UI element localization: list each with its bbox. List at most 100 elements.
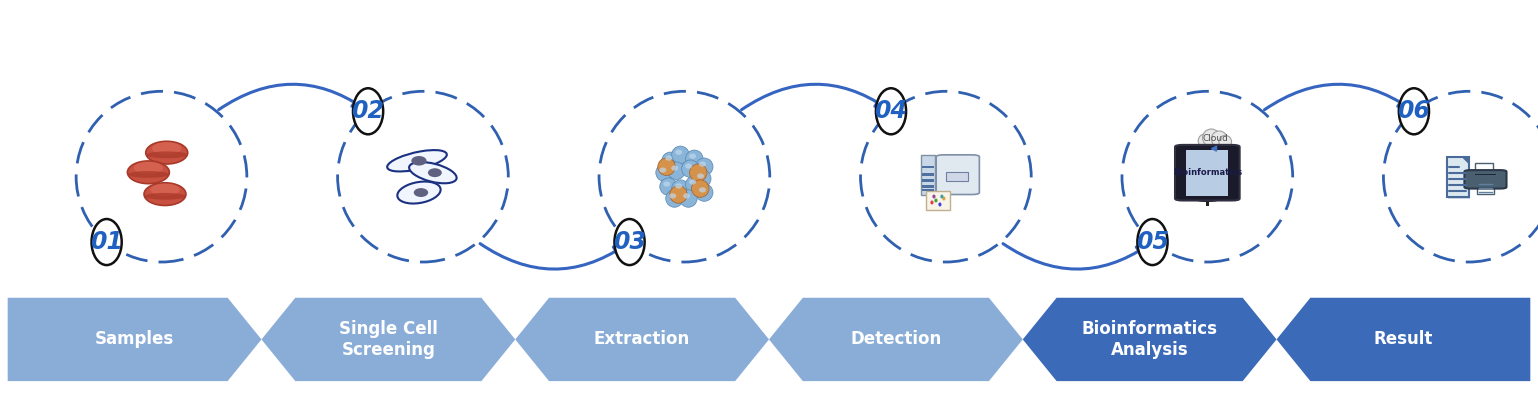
FancyBboxPatch shape — [923, 185, 934, 188]
Text: 02: 02 — [352, 99, 384, 123]
Ellipse shape — [146, 141, 188, 164]
FancyBboxPatch shape — [946, 172, 967, 181]
Polygon shape — [8, 298, 261, 381]
Ellipse shape — [697, 173, 704, 179]
FancyArrowPatch shape — [1003, 244, 1147, 269]
Ellipse shape — [940, 195, 943, 198]
Ellipse shape — [877, 88, 906, 134]
Ellipse shape — [675, 150, 683, 155]
Ellipse shape — [672, 146, 689, 164]
Ellipse shape — [672, 180, 689, 197]
Ellipse shape — [680, 190, 697, 207]
Ellipse shape — [930, 200, 934, 204]
Ellipse shape — [689, 154, 697, 159]
Ellipse shape — [695, 158, 714, 175]
FancyBboxPatch shape — [921, 155, 935, 195]
FancyBboxPatch shape — [923, 179, 934, 182]
Ellipse shape — [146, 151, 188, 158]
Text: 05: 05 — [1137, 230, 1169, 254]
Ellipse shape — [686, 176, 703, 193]
Text: 03: 03 — [614, 230, 646, 254]
Ellipse shape — [661, 152, 680, 170]
Ellipse shape — [128, 161, 169, 184]
FancyArrowPatch shape — [1264, 84, 1409, 110]
Text: 06: 06 — [1398, 99, 1430, 123]
Ellipse shape — [669, 186, 687, 203]
Text: 01: 01 — [91, 230, 123, 254]
Ellipse shape — [698, 187, 706, 193]
Ellipse shape — [145, 193, 186, 200]
Ellipse shape — [414, 188, 428, 197]
Polygon shape — [1277, 298, 1530, 381]
Text: Bioinformatics: Bioinformatics — [1173, 168, 1241, 177]
FancyBboxPatch shape — [1447, 157, 1469, 197]
Ellipse shape — [600, 91, 769, 262]
Ellipse shape — [861, 91, 1030, 262]
Polygon shape — [261, 298, 515, 381]
FancyBboxPatch shape — [923, 166, 934, 168]
Ellipse shape — [1198, 134, 1212, 148]
Ellipse shape — [388, 150, 448, 172]
Polygon shape — [1461, 157, 1469, 164]
Ellipse shape — [1384, 91, 1538, 262]
Ellipse shape — [675, 183, 683, 189]
FancyArrowPatch shape — [218, 84, 363, 110]
Ellipse shape — [938, 202, 941, 206]
Ellipse shape — [1218, 135, 1232, 148]
FancyBboxPatch shape — [1475, 173, 1496, 175]
FancyBboxPatch shape — [1464, 170, 1507, 189]
FancyArrowPatch shape — [1212, 146, 1217, 151]
Ellipse shape — [409, 162, 457, 183]
FancyBboxPatch shape — [937, 155, 980, 195]
Ellipse shape — [689, 164, 707, 181]
FancyArrowPatch shape — [480, 244, 624, 269]
Ellipse shape — [660, 178, 677, 195]
FancyBboxPatch shape — [923, 189, 934, 191]
Ellipse shape — [667, 162, 686, 179]
Ellipse shape — [128, 171, 169, 178]
FancyBboxPatch shape — [1186, 150, 1229, 196]
Ellipse shape — [411, 156, 426, 166]
Ellipse shape — [655, 164, 674, 181]
Ellipse shape — [428, 168, 441, 177]
Ellipse shape — [666, 190, 683, 207]
Text: Single Cell
Screening: Single Cell Screening — [338, 320, 438, 359]
Ellipse shape — [1138, 219, 1167, 265]
Ellipse shape — [92, 219, 122, 265]
Ellipse shape — [1400, 88, 1429, 134]
Ellipse shape — [684, 164, 692, 169]
FancyBboxPatch shape — [1206, 198, 1209, 206]
Ellipse shape — [658, 158, 675, 175]
Ellipse shape — [1123, 91, 1292, 262]
Text: Cloud: Cloud — [1203, 135, 1229, 143]
Text: Extraction: Extraction — [594, 330, 691, 349]
FancyBboxPatch shape — [1175, 145, 1240, 200]
Polygon shape — [515, 298, 769, 381]
Polygon shape — [769, 298, 1023, 381]
FancyBboxPatch shape — [1475, 164, 1493, 173]
Ellipse shape — [615, 219, 644, 265]
Ellipse shape — [660, 168, 666, 173]
Ellipse shape — [935, 198, 938, 202]
Ellipse shape — [681, 160, 700, 177]
Ellipse shape — [683, 193, 691, 198]
Ellipse shape — [145, 183, 186, 206]
Text: Result: Result — [1373, 330, 1433, 349]
Ellipse shape — [669, 193, 677, 198]
Ellipse shape — [1212, 131, 1227, 147]
Ellipse shape — [692, 180, 709, 197]
Ellipse shape — [686, 150, 703, 168]
FancyBboxPatch shape — [1449, 159, 1470, 199]
FancyBboxPatch shape — [926, 191, 950, 210]
Ellipse shape — [1203, 129, 1220, 146]
FancyArrowPatch shape — [741, 84, 886, 110]
Text: Bioinformatics
Analysis: Bioinformatics Analysis — [1081, 320, 1218, 359]
Ellipse shape — [932, 195, 935, 198]
Text: Samples: Samples — [95, 330, 174, 349]
Ellipse shape — [663, 181, 671, 187]
Text: 04: 04 — [875, 99, 907, 123]
Ellipse shape — [151, 183, 180, 196]
Text: Detection: Detection — [851, 330, 941, 349]
Ellipse shape — [671, 166, 678, 171]
Ellipse shape — [695, 184, 714, 201]
